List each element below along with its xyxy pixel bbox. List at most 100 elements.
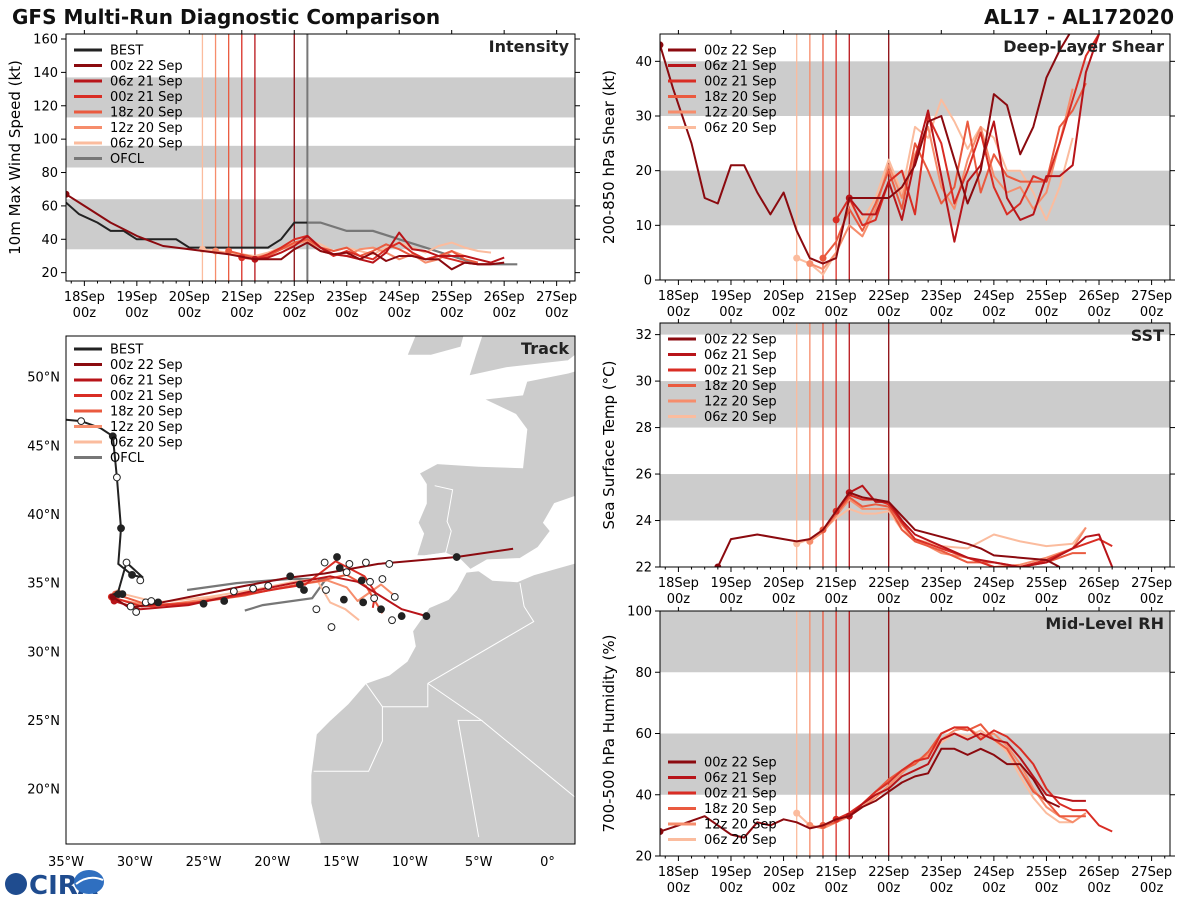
rh-series-line <box>848 732 1086 817</box>
shear-x-tick-day: 18Sep <box>658 289 699 304</box>
intensity-series-line <box>66 193 505 271</box>
intensity-panel-title: Intensity <box>489 37 570 56</box>
track-marker-open <box>378 575 387 583</box>
intensity-legend-label: 06z 20 Sep <box>110 137 183 152</box>
landmass-iberia <box>416 370 575 570</box>
shear-legend-label: 00z 22 Sep <box>704 44 777 59</box>
rh-series-start-point <box>793 809 801 817</box>
track-legend-label: 06z 20 Sep <box>110 436 183 451</box>
track-lon-label: 5°W <box>465 855 493 870</box>
sst-x-tick-day: 19Sep <box>710 576 751 591</box>
track-marker-open <box>388 616 396 625</box>
intensity-legend-label: BEST <box>110 44 143 59</box>
track-marker-filled <box>286 572 295 581</box>
storm-id: AL17 - AL172020 <box>984 5 1174 29</box>
shear-legend-label: 18z 20 Sep <box>704 90 777 105</box>
rh-legend-label: 18z 20 Sep <box>704 802 777 817</box>
shear-y-axis-label: 200-850 hPa Shear (kt) <box>600 70 618 244</box>
shear-y-tick-label: 20 <box>635 164 652 179</box>
intensity-band <box>66 145 575 168</box>
landmass-ireland <box>406 336 465 356</box>
sst-legend-label: 00z 22 Sep <box>704 333 777 348</box>
rh-y-tick-label: 80 <box>635 666 652 681</box>
track-marker-open <box>390 592 399 601</box>
shear-x-tick-hour: 00z <box>982 305 1006 320</box>
rh-x-tick-hour: 00z <box>1035 881 1059 896</box>
track-marker-open <box>370 594 379 603</box>
sst-series-line <box>848 484 1114 567</box>
country-border <box>313 706 383 772</box>
rh-x-tick-day: 20Sep <box>763 865 804 880</box>
shear-legend-label: 06z 20 Sep <box>704 121 777 136</box>
track-panel: 35°W 30°W 25°W 20°W 15°W 10°W 5°W 0° 20°N 25°N 30°… <box>27 335 576 870</box>
rh-series-line <box>835 726 1113 833</box>
sst-x-tick-hour: 00z <box>930 592 954 607</box>
track-lat-label: 45°N <box>27 439 60 454</box>
sst-panel: 18Sep00z19Sep00z20Sep00z21Sep00z22Sep00z… <box>600 319 1175 607</box>
rh-y-tick-label: 100 <box>627 605 652 620</box>
track-series-line <box>112 547 514 609</box>
track-marker-filled <box>335 564 344 572</box>
sst-y-tick-label: 32 <box>635 328 652 343</box>
track-lat-label: 50°N <box>27 371 60 386</box>
track-marker-filled <box>154 598 163 607</box>
rh-panel: 18Sep00z19Sep00z20Sep00z21Sep00z22Sep00z… <box>600 605 1175 896</box>
track-marker-open <box>361 558 370 567</box>
sst-x-tick-hour: 00z <box>824 592 848 607</box>
track-marker-open <box>327 623 336 631</box>
track-marker-filled <box>220 597 229 605</box>
track-legend-label: BEST <box>110 343 143 358</box>
sst-x-tick-day: 24Sep <box>973 576 1014 591</box>
country-border <box>365 683 429 708</box>
intensity-legend-label: 06z 21 Sep <box>110 75 183 90</box>
shear-series-line <box>809 88 1074 271</box>
intensity-y-tick-label: 140 <box>33 66 58 81</box>
shear-y-tick-label: 40 <box>635 55 652 70</box>
sst-x-tick-day: 18Sep <box>658 576 699 591</box>
sst-x-tick-hour: 00z <box>1087 592 1111 607</box>
country-border <box>425 485 454 557</box>
shear-y-tick-label: 0 <box>644 274 652 289</box>
sst-y-tick-label: 30 <box>635 375 652 390</box>
rh-legend-label: 12z 20 Sep <box>704 818 777 833</box>
rh-x-tick-day: 25Sep <box>1026 865 1067 880</box>
track-map-area <box>66 336 575 844</box>
intensity-x-tick-hour: 00z <box>283 306 307 321</box>
track-marker-open <box>385 560 394 568</box>
rh-x-tick-hour: 00z <box>719 881 743 896</box>
sst-y-axis-label: Sea Surface Temp (°C) <box>600 360 618 529</box>
shear-y-tick-label: 30 <box>635 110 652 125</box>
track-marker-open <box>136 576 145 585</box>
rh-x-tick-day: 18Sep <box>658 865 699 880</box>
sst-band <box>660 381 1170 428</box>
sst-x-tick-day: 26Sep <box>1078 576 1119 591</box>
shear-x-tick-day: 21Sep <box>816 289 857 304</box>
intensity-series-start-point <box>66 190 70 198</box>
rh-series-line <box>660 747 1061 839</box>
intensity-y-tick-label: 80 <box>41 166 58 181</box>
shear-band <box>660 61 1170 116</box>
rh-y-axis-label: 700-500 hPa Humidity (%) <box>600 634 618 832</box>
track-lon-label: 0° <box>540 855 555 870</box>
sst-band <box>660 323 1170 335</box>
intensity-series-start-point <box>225 247 233 255</box>
intensity-best-line <box>66 201 308 249</box>
sst-x-tick-hour: 00z <box>1035 592 1059 607</box>
shear-series-start-point <box>806 260 814 268</box>
intensity-x-tick-hour: 00z <box>440 306 464 321</box>
rh-x-tick-hour: 00z <box>1087 881 1111 896</box>
landmass-africa <box>310 562 575 844</box>
sst-legend-label: 00z 21 Sep <box>704 364 777 379</box>
track-marker-open <box>345 560 354 568</box>
rh-x-tick-day: 21Sep <box>816 865 857 880</box>
sst-y-tick-label: 28 <box>635 421 652 436</box>
track-frame <box>65 335 576 845</box>
intensity-x-tick-day: 18Sep <box>64 290 105 305</box>
track-marker-open <box>126 602 135 611</box>
track-marker-open <box>132 608 141 616</box>
track-panel-title: Track <box>521 339 569 358</box>
track-marker-filled <box>422 612 431 620</box>
rh-x-tick-hour: 00z <box>930 881 954 896</box>
intensity-x-tick-hour: 00z <box>545 306 569 321</box>
rh-legend-label: 00z 21 Sep <box>704 787 777 802</box>
